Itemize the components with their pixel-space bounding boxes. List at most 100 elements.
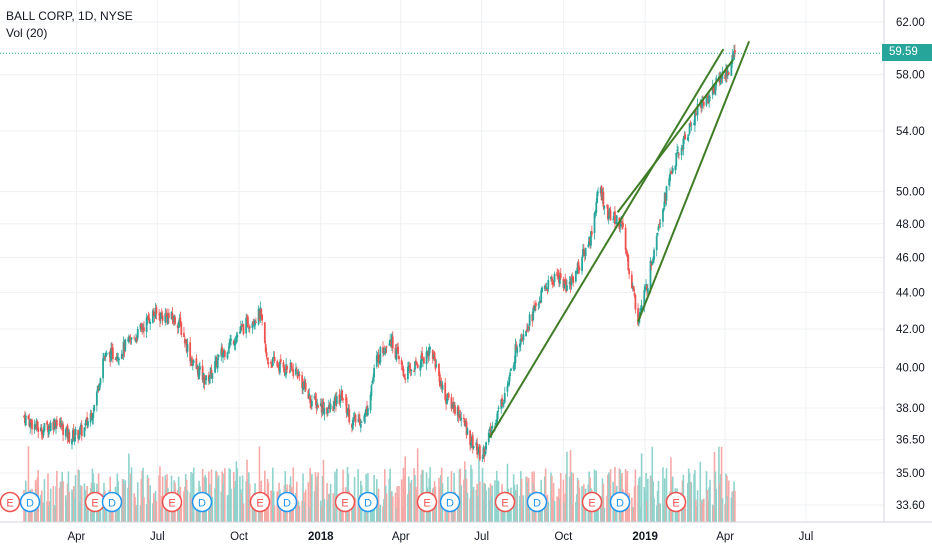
volume-bar <box>183 491 185 522</box>
earnings-marker[interactable]: E <box>249 491 271 513</box>
candle-body <box>638 320 640 324</box>
candle-body <box>232 340 235 345</box>
volume-bar <box>415 487 417 522</box>
candle-body <box>79 427 81 435</box>
candle-body <box>195 358 198 369</box>
volume-bar <box>352 502 355 522</box>
volume-bar <box>121 479 124 522</box>
volume-bar <box>631 497 633 522</box>
volume-bar <box>301 500 303 522</box>
candle-body <box>93 404 96 411</box>
dividend-marker[interactable]: D <box>191 491 213 513</box>
candle-body <box>59 420 62 423</box>
trend-line-breakout <box>616 59 734 213</box>
volume-bar <box>701 499 703 522</box>
volume-bar <box>333 507 335 522</box>
candle-body <box>694 112 696 126</box>
dividend-marker[interactable]: D <box>276 491 298 513</box>
volume-bar <box>338 503 341 522</box>
dividend-marker[interactable]: D <box>609 491 631 513</box>
volume-bar <box>475 489 478 522</box>
x-tick-label: Oct <box>230 531 249 543</box>
candle-body <box>606 205 609 219</box>
candle-body <box>323 407 326 415</box>
volume-bar <box>677 503 679 522</box>
earnings-marker[interactable]: E <box>334 491 356 513</box>
candle-body <box>570 277 573 286</box>
candle-body <box>130 337 133 340</box>
candle-body <box>678 154 680 155</box>
earnings-marker[interactable]: E <box>0 491 21 513</box>
volume-bar <box>435 500 438 522</box>
candle-body <box>550 279 553 281</box>
volume-bar <box>223 473 225 522</box>
candle-body <box>628 269 631 275</box>
candle-body <box>408 365 411 369</box>
volume-bar <box>466 492 469 522</box>
candle-body <box>433 352 436 359</box>
earnings-marker[interactable]: E <box>494 491 516 513</box>
candle-body <box>24 415 27 426</box>
y-tick-label: 46.00 <box>896 252 925 264</box>
volume-bar <box>478 451 480 522</box>
volume-bar <box>321 475 324 522</box>
candle-body <box>518 343 521 348</box>
earnings-marker[interactable]: E <box>84 491 106 513</box>
trend-lines[interactable] <box>0 40 884 439</box>
candle-body <box>581 257 583 272</box>
volume-bar <box>569 450 572 522</box>
dividend-marker[interactable]: D <box>439 491 461 513</box>
candle-body <box>191 363 194 365</box>
candle-body <box>227 349 230 351</box>
chart-title[interactable]: BALL CORP, 1D, NYSE <box>6 9 133 23</box>
volume-bar <box>214 488 216 522</box>
volume-bar <box>155 501 158 522</box>
volume-bar <box>227 494 230 522</box>
volume-bar <box>702 503 704 522</box>
candle-body <box>192 360 195 363</box>
candle-body <box>508 376 511 385</box>
volume-bar <box>230 488 232 522</box>
candle-body <box>528 314 531 326</box>
volume-bar <box>582 503 584 522</box>
dividend-marker[interactable]: D <box>357 491 379 513</box>
candle-body <box>541 287 543 293</box>
indicator-label[interactable]: Vol (20) <box>6 26 48 40</box>
volume-bar <box>713 451 716 522</box>
candle-body <box>239 326 242 332</box>
volume-bar <box>401 505 404 522</box>
dividend-marker[interactable]: D <box>526 491 548 513</box>
candle-body <box>684 134 687 140</box>
candle-body <box>27 415 30 420</box>
candle-body <box>662 208 665 211</box>
volume-bar <box>77 469 80 522</box>
candle-body <box>314 395 317 400</box>
volume-bar <box>211 496 214 522</box>
earnings-marker[interactable]: E <box>416 491 438 513</box>
dividend-marker[interactable]: D <box>19 491 41 513</box>
earnings-marker[interactable]: E <box>161 491 183 513</box>
volume-bar <box>662 467 664 522</box>
candle-body <box>222 352 224 358</box>
volume-bar <box>515 491 518 522</box>
candle-body <box>151 310 154 323</box>
candle-body <box>180 322 183 335</box>
candle-body <box>177 321 180 327</box>
candle-body <box>77 430 80 439</box>
marker-label: E <box>672 498 679 510</box>
volume-bar <box>390 491 392 522</box>
volume-bar <box>328 494 330 522</box>
candle-body <box>552 282 555 284</box>
candle-body <box>149 322 152 325</box>
volume-bar <box>551 497 554 522</box>
earnings-marker[interactable]: E <box>581 491 603 513</box>
volume-bar <box>559 473 562 522</box>
volume-bar <box>495 507 497 522</box>
dividend-marker[interactable]: D <box>101 491 123 513</box>
candle-body <box>644 287 647 291</box>
earnings-marker[interactable]: E <box>665 491 687 513</box>
volume-bar <box>415 490 418 522</box>
